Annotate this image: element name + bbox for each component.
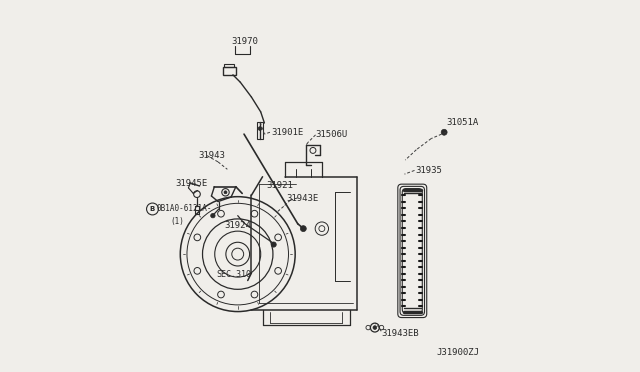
Text: 31051A: 31051A: [446, 118, 478, 127]
Circle shape: [271, 242, 276, 247]
Text: B: B: [150, 206, 155, 212]
Text: 31943EB: 31943EB: [381, 329, 419, 338]
Text: 31921: 31921: [266, 181, 293, 190]
Bar: [225, 64, 234, 67]
Text: 31506U: 31506U: [316, 130, 348, 140]
Circle shape: [300, 226, 307, 232]
Bar: [223, 67, 236, 75]
Text: 31935: 31935: [415, 166, 442, 175]
Text: (1): (1): [170, 217, 184, 226]
Circle shape: [258, 127, 262, 131]
Text: 31943: 31943: [198, 151, 225, 160]
Text: 31943E: 31943E: [286, 195, 318, 203]
Circle shape: [441, 129, 447, 135]
Text: 31924: 31924: [224, 221, 251, 230]
Circle shape: [211, 214, 215, 218]
Bar: [257, 122, 263, 138]
Text: 31970: 31970: [232, 37, 259, 46]
Circle shape: [373, 326, 377, 330]
Circle shape: [224, 191, 227, 194]
Text: 31901E: 31901E: [271, 128, 303, 137]
Text: 0B1A0-6121A-: 0B1A0-6121A-: [156, 205, 212, 214]
Text: J31900ZJ: J31900ZJ: [436, 347, 479, 356]
Text: 31945E: 31945E: [175, 179, 208, 187]
Text: SEC.310: SEC.310: [216, 270, 252, 279]
